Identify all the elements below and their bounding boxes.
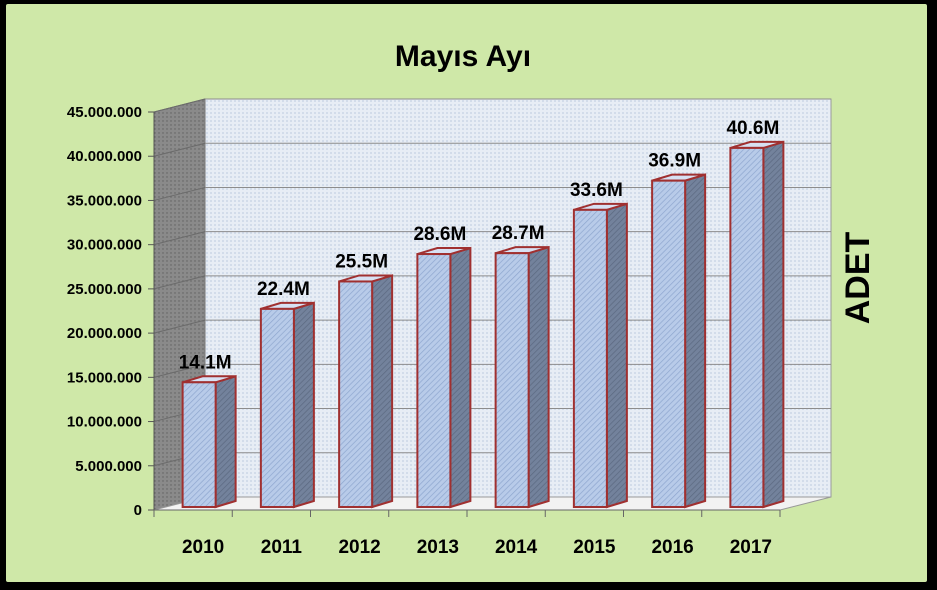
data-label: 36.9M xyxy=(648,151,701,172)
y-tick-label: 25.000.000 xyxy=(67,281,142,298)
bar-front xyxy=(651,179,687,508)
bar-front xyxy=(181,381,217,508)
x-tick-label: 2016 xyxy=(651,537,693,558)
x-tick-label: 2013 xyxy=(417,537,459,558)
bar-side xyxy=(762,140,785,509)
bar xyxy=(259,301,315,509)
bar-front xyxy=(338,280,374,509)
x-axis-ticks: 2010 2011 2012 2013 2014 2015 2016 2017 xyxy=(153,509,781,558)
bar-side xyxy=(684,173,707,509)
y-tick-label: 0 xyxy=(134,502,142,519)
bar-front xyxy=(416,253,452,508)
x-tick-label: 2015 xyxy=(573,537,616,558)
y-tick-label: 10.000.000 xyxy=(67,414,142,431)
bar-side xyxy=(605,202,628,509)
data-label: 25.5M xyxy=(335,251,388,272)
bar xyxy=(338,274,394,509)
y-tick-label: 35.000.000 xyxy=(67,192,142,209)
chart-title: Mayıs Ayı xyxy=(395,40,531,73)
bar xyxy=(572,202,628,509)
y-tick-label: 15.000.000 xyxy=(67,369,142,386)
gridline-side xyxy=(153,319,206,334)
gridline-side xyxy=(153,275,206,290)
x-tick-label: 2014 xyxy=(495,537,538,558)
bar-front xyxy=(259,307,295,508)
data-label: 22.4M xyxy=(257,279,310,300)
x-tick-label: 2012 xyxy=(338,537,380,558)
bar xyxy=(729,140,785,509)
data-label: 33.6M xyxy=(570,180,623,201)
x-tick-label: 2017 xyxy=(730,537,772,558)
chart-background: Mayıs Ayı 0 5.000.000 10.000.000 15.000.000… xyxy=(6,4,927,582)
data-label: 28.6M xyxy=(413,224,466,245)
bar-side xyxy=(214,374,237,509)
bar xyxy=(651,173,707,509)
bar-front xyxy=(729,146,765,508)
x-tick-label: 2011 xyxy=(261,537,303,558)
y-tick-label: 5.000.000 xyxy=(75,458,142,475)
bar-side xyxy=(449,246,472,509)
gridline-side xyxy=(153,186,206,201)
bar-side xyxy=(292,301,315,509)
gridline-side xyxy=(153,142,206,157)
y-axis-label: ADET xyxy=(839,231,877,324)
bar xyxy=(181,374,237,509)
bar xyxy=(416,246,472,509)
data-label: 28.7M xyxy=(492,223,545,244)
y-tick-label: 30.000.000 xyxy=(67,237,142,254)
data-label: 40.6M xyxy=(726,118,779,139)
x-tick-label: 2010 xyxy=(182,537,224,558)
data-labels: 14.1M 22.4M 25.5M 28.6M 28.7M 33.6M 36.9M 40.6M xyxy=(179,118,780,373)
bar xyxy=(494,245,550,509)
bar-side xyxy=(527,245,550,509)
bar-front xyxy=(572,208,608,508)
bar-front xyxy=(494,252,530,508)
y-axis-ticks: 0 5.000.000 10.000.000 15.000.000 20.000.000… xyxy=(67,104,155,519)
bars xyxy=(181,140,785,509)
gridline-side xyxy=(153,363,206,378)
gridline-side xyxy=(153,231,206,246)
y-tick-label: 40.000.000 xyxy=(67,148,142,165)
bar-chart: Mayıs Ayı 0 5.000.000 10.000.000 15.000.000… xyxy=(67,40,877,558)
bar-side xyxy=(371,274,394,509)
y-tick-label: 20.000.000 xyxy=(67,325,142,342)
y-tick-label: 45.000.000 xyxy=(67,104,142,121)
gridline-side xyxy=(153,98,206,113)
data-label: 14.1M xyxy=(179,352,232,373)
